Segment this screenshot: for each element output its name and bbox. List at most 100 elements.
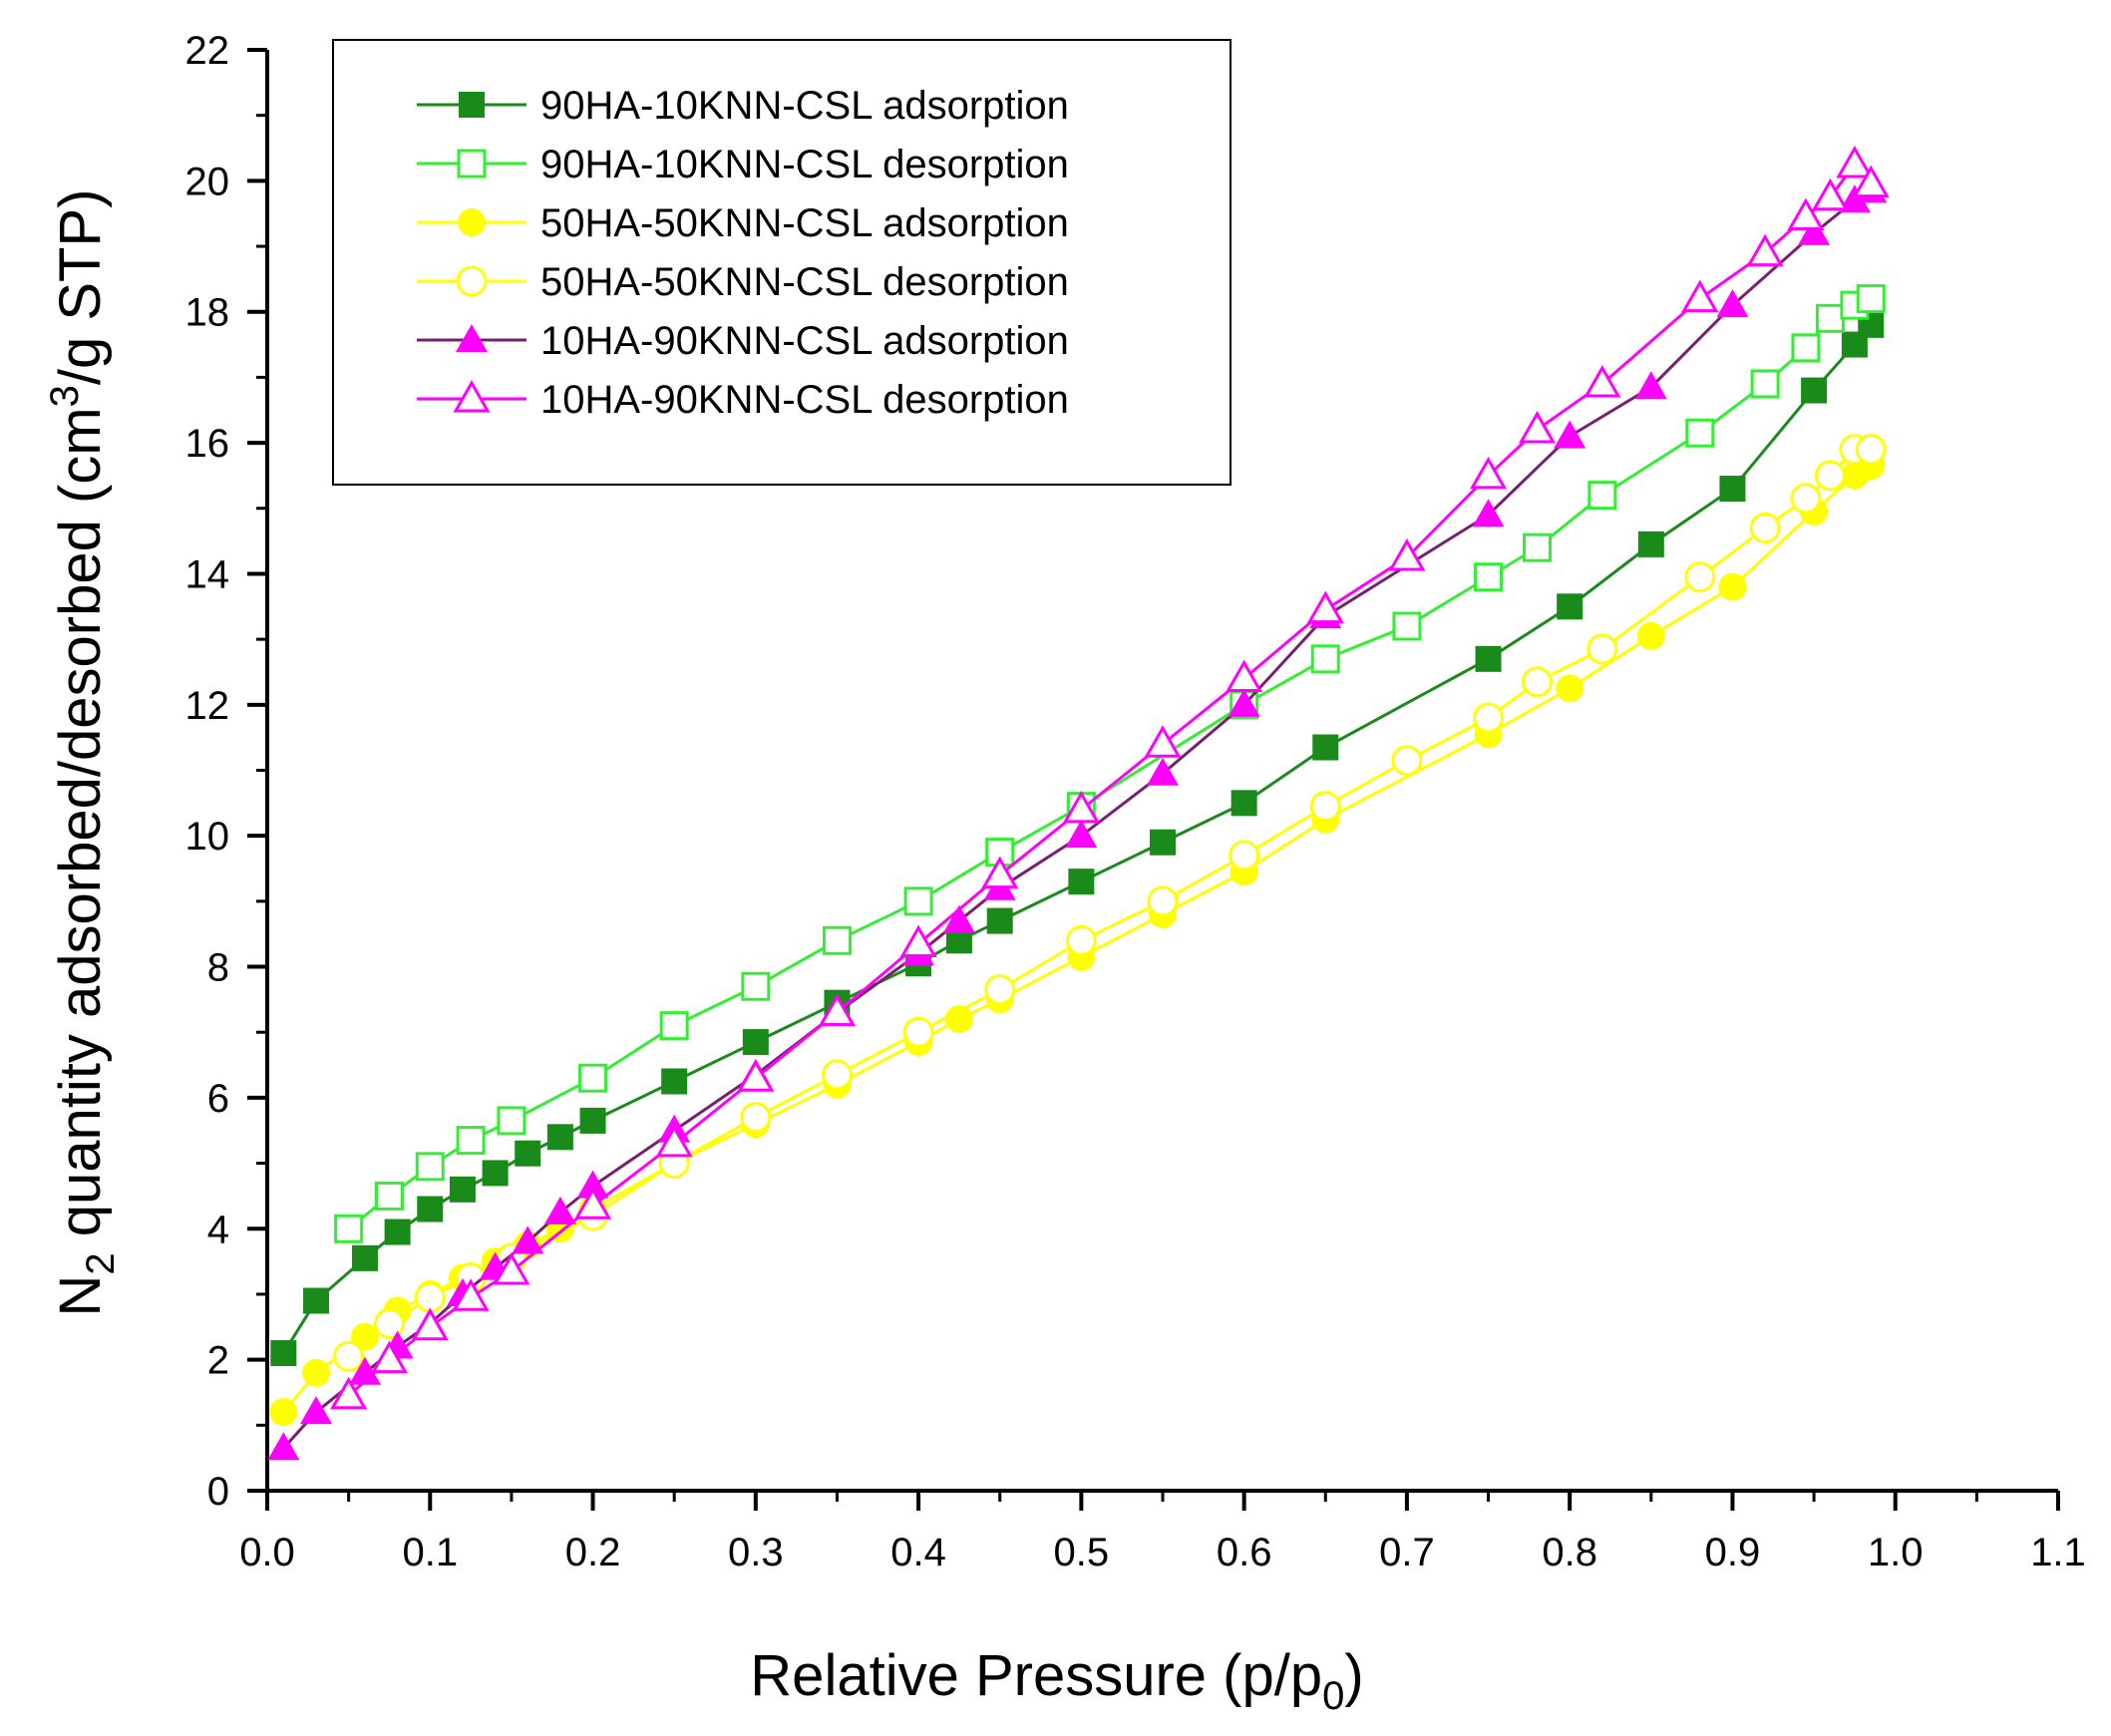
data-point xyxy=(1856,284,1886,314)
data-point xyxy=(1065,924,1097,956)
data-point xyxy=(1838,184,1871,213)
legend-label: 10HA-90KNN-CSL adsorption xyxy=(540,319,1069,363)
data-point xyxy=(1144,725,1182,758)
y-tick-label: 16 xyxy=(185,422,230,466)
data-point xyxy=(1815,303,1845,333)
x-tick-label: 0.8 xyxy=(1542,1531,1597,1574)
data-point xyxy=(452,1278,490,1311)
x-tick-label: 0.5 xyxy=(1054,1531,1110,1574)
x-axis-title: Relative Pressure (p/p0) xyxy=(750,1643,1363,1718)
data-point xyxy=(1062,790,1100,824)
data-point xyxy=(1228,688,1260,717)
data-point xyxy=(1750,369,1780,399)
data-point xyxy=(1840,290,1870,320)
legend-label: 50HA-50KNN-CSL adsorption xyxy=(540,201,1069,245)
x-tick-label: 0.3 xyxy=(728,1531,784,1574)
data-point xyxy=(1391,745,1423,777)
data-point xyxy=(1150,829,1176,856)
data-point xyxy=(818,993,857,1027)
data-point xyxy=(1801,377,1828,404)
data-point xyxy=(903,886,933,916)
y-tick-label: 12 xyxy=(185,684,230,728)
data-point xyxy=(512,1225,544,1254)
x-tick-label: 1.0 xyxy=(1868,1531,1924,1574)
data-point xyxy=(1836,145,1874,178)
data-point xyxy=(981,856,1019,889)
data-point xyxy=(661,1068,688,1095)
legend-label: 10HA-90KNN-CSL desorption xyxy=(540,378,1069,422)
x-tick-label: 0.1 xyxy=(402,1531,458,1574)
y-tick-label: 14 xyxy=(185,552,230,596)
x-tick-label: 0.9 xyxy=(1705,1531,1761,1574)
data-point xyxy=(1473,702,1505,734)
data-point xyxy=(1791,333,1821,363)
data-point xyxy=(1636,621,1665,650)
data-point xyxy=(1716,289,1749,318)
x-tick-label: 0.7 xyxy=(1379,1531,1435,1574)
legend-entry: 10HA-90KNN-CSL adsorption xyxy=(417,319,1069,363)
y-tick-label: 0 xyxy=(207,1470,229,1514)
data-point xyxy=(270,1340,297,1367)
data-point xyxy=(1798,216,1831,245)
data-point xyxy=(1855,434,1887,466)
legend: 90HA-10KNN-CSL adsorption 90HA-10KNN-CSL … xyxy=(332,39,1231,486)
data-point xyxy=(374,1181,404,1211)
y-axis-title: N2 quantity adsorbed/desorbed (cm3/g STP… xyxy=(43,189,123,1317)
data-point xyxy=(740,1102,772,1134)
legend-marker xyxy=(456,324,488,352)
data-point xyxy=(384,1218,411,1245)
data-point xyxy=(1684,561,1716,593)
data-point xyxy=(1306,590,1344,624)
data-point xyxy=(1718,572,1747,601)
legend-entry: 50HA-50KNN-CSL adsorption xyxy=(417,201,1069,245)
y-tick-label: 6 xyxy=(207,1077,229,1121)
data-point xyxy=(1681,279,1719,313)
data-point xyxy=(573,1187,612,1219)
data-point xyxy=(373,1308,405,1340)
data-point xyxy=(1522,666,1554,698)
data-point xyxy=(1065,820,1098,849)
data-point xyxy=(1685,418,1715,448)
data-point xyxy=(579,1107,606,1134)
legend-label: 50HA-50KNN-CSL desorption xyxy=(540,260,1069,304)
data-point xyxy=(944,1005,973,1034)
data-point xyxy=(348,1356,381,1385)
data-point xyxy=(334,1214,364,1243)
legend-entry: 90HA-10KNN-CSL adsorption xyxy=(417,84,1069,128)
data-point xyxy=(1147,885,1179,917)
data-point xyxy=(1226,659,1263,693)
legend-marker xyxy=(456,265,488,297)
data-point xyxy=(302,1287,329,1314)
data-point xyxy=(1587,481,1617,511)
data-point xyxy=(1392,611,1422,641)
x-tick-label: 0.0 xyxy=(239,1531,295,1574)
data-point xyxy=(1719,476,1746,503)
data-point xyxy=(515,1140,541,1167)
data-point xyxy=(821,1059,853,1091)
x-tick-label: 1.1 xyxy=(2030,1531,2086,1574)
data-point xyxy=(822,925,852,955)
data-point xyxy=(1475,645,1502,672)
data-point xyxy=(449,1176,476,1203)
data-point xyxy=(411,1307,449,1341)
data-point xyxy=(1637,530,1664,557)
data-point xyxy=(1814,460,1846,492)
legend-marker xyxy=(453,379,491,413)
data-point xyxy=(417,1196,444,1222)
data-point xyxy=(1472,499,1505,527)
data-point xyxy=(899,924,937,958)
data-point xyxy=(1749,512,1781,543)
data-point xyxy=(543,1196,576,1224)
data-point xyxy=(578,1063,608,1093)
data-point xyxy=(659,1011,689,1041)
data-point xyxy=(493,1251,530,1285)
data-point xyxy=(1312,734,1339,761)
legend-entry: 50HA-50KNN-CSL desorption xyxy=(417,260,1069,304)
data-point xyxy=(1583,364,1621,398)
data-point xyxy=(576,1170,609,1199)
data-point xyxy=(1557,593,1583,620)
data-point xyxy=(1746,233,1784,267)
data-point xyxy=(414,1281,446,1313)
data-point xyxy=(1310,644,1340,674)
series-layer xyxy=(267,145,1890,1461)
